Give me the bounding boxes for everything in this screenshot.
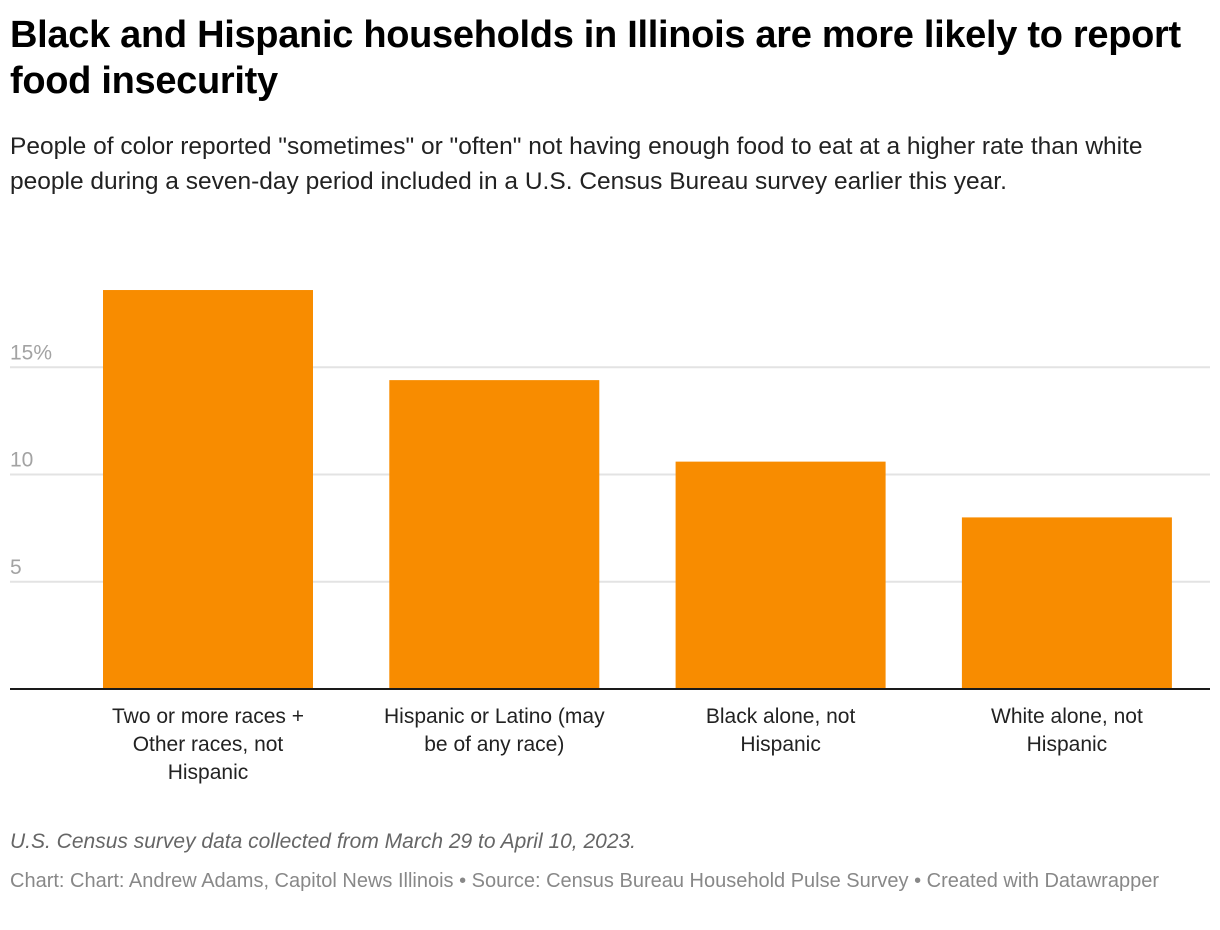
y-tick-label: 5 bbox=[10, 556, 22, 579]
x-category-label: Hispanic bbox=[1027, 733, 1108, 756]
x-category-label: White alone, not bbox=[991, 705, 1143, 728]
x-category-label: be of any race) bbox=[424, 733, 564, 756]
x-category-label: Other races, not bbox=[133, 733, 284, 756]
chart-byline: Chart: Chart: Andrew Adams, Capitol News… bbox=[10, 870, 1159, 892]
x-category-label: Hispanic bbox=[168, 761, 249, 784]
y-tick-label: 10 bbox=[10, 449, 33, 472]
x-category-label: Black alone, not bbox=[706, 705, 856, 728]
chart-note: U.S. Census survey data collected from M… bbox=[10, 830, 637, 853]
x-category-label: Hispanic bbox=[740, 733, 821, 756]
bar bbox=[103, 290, 313, 689]
bar bbox=[961, 517, 1172, 689]
bar bbox=[389, 380, 600, 689]
y-tick-label: 15% bbox=[10, 341, 52, 364]
x-category-label: Hispanic or Latino (may bbox=[384, 705, 605, 728]
chart-subtitle: People of color reported "sometimes" or … bbox=[10, 133, 1143, 195]
bar-chart: 5 10 15% Two or more races + Other races, no… bbox=[10, 290, 1210, 784]
x-category-label: Two or more races + bbox=[112, 705, 304, 728]
chart-title: Black and Hispanic households in Illinoi… bbox=[10, 14, 1181, 102]
bar bbox=[675, 461, 886, 689]
